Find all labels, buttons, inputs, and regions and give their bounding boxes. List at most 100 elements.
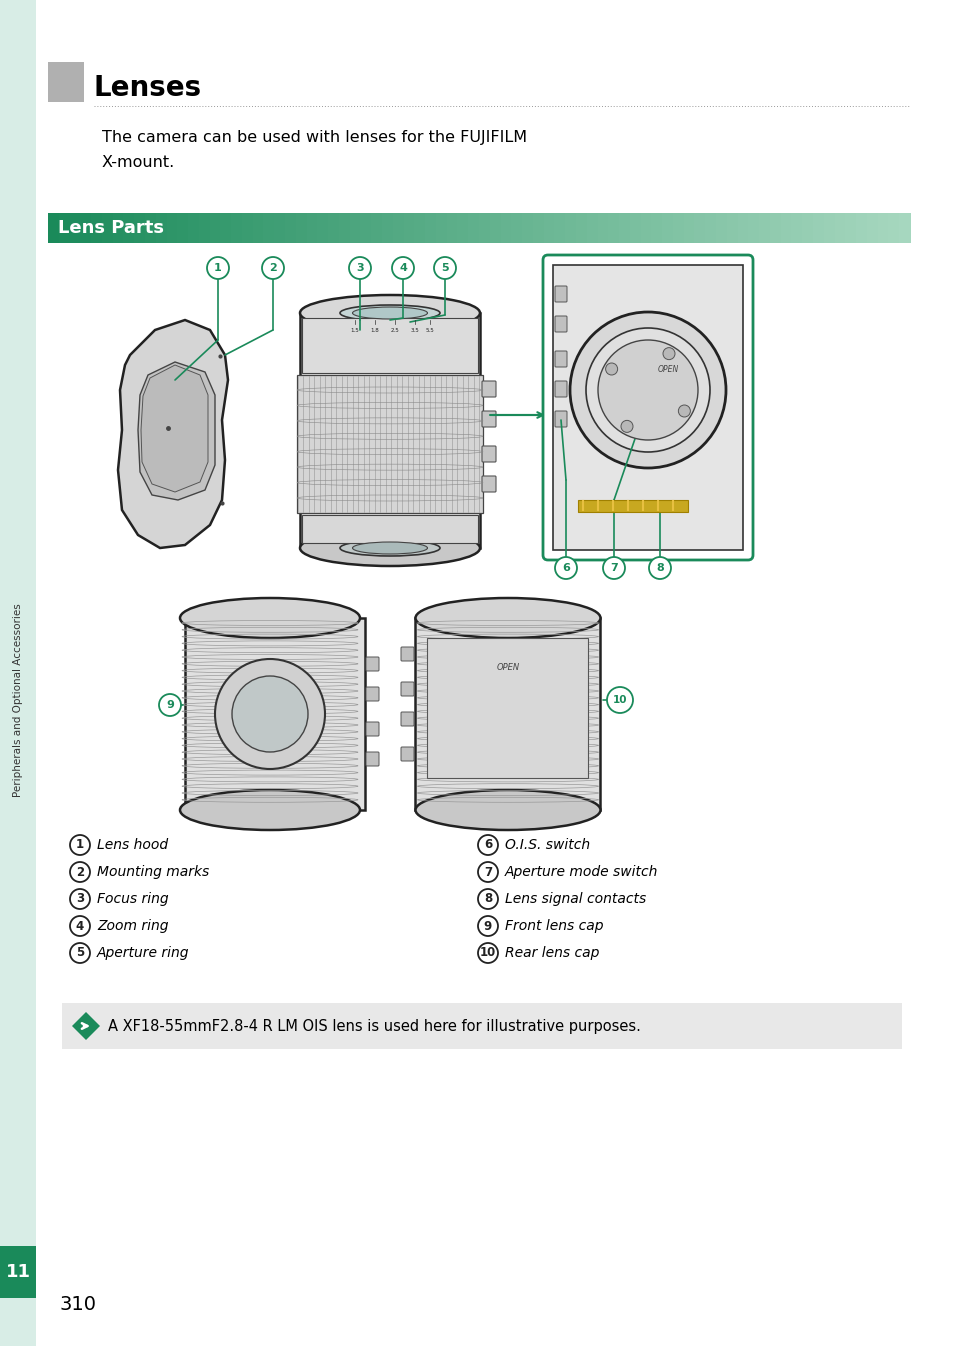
Bar [112,213,124,244]
Text: 2.5: 2.5 [390,327,399,332]
Circle shape [585,328,709,452]
FancyBboxPatch shape [400,712,414,725]
Bar [381,213,394,244]
Bar [306,213,318,244]
Bar [302,516,477,542]
Text: 8: 8 [483,892,492,906]
Bar [877,213,888,244]
Bar [220,213,232,244]
Bar [866,213,878,244]
Text: Aperture mode switch: Aperture mode switch [504,865,658,879]
Circle shape [555,557,577,579]
Text: 5: 5 [76,946,84,960]
Text: OPEN: OPEN [657,366,678,374]
Bar [716,213,727,244]
Bar [155,213,168,244]
Bar [478,213,490,244]
Bar [360,213,372,244]
Bar [80,213,92,244]
Bar [533,213,544,244]
Circle shape [620,420,633,432]
Text: 9: 9 [166,700,173,709]
FancyBboxPatch shape [481,446,496,462]
Circle shape [477,888,497,909]
Text: 4: 4 [76,919,84,933]
Bar [801,213,813,244]
Bar [48,62,84,102]
Bar [415,618,599,810]
Text: 10: 10 [479,946,496,960]
Bar [578,499,687,511]
Text: 7: 7 [483,865,492,879]
Text: Peripherals and Optional Accessories: Peripherals and Optional Accessories [13,603,23,797]
Bar [887,213,900,244]
Circle shape [214,660,325,769]
Bar [62,1003,901,1049]
Bar [769,213,781,244]
Text: 6: 6 [561,563,569,573]
Circle shape [392,257,414,279]
Bar [338,213,351,244]
Bar [134,213,146,244]
Bar [521,213,534,244]
Bar [210,213,221,244]
Text: Aperture ring: Aperture ring [97,946,190,960]
Text: X-mount.: X-mount. [102,155,175,170]
Bar [102,213,113,244]
FancyBboxPatch shape [542,254,752,560]
Text: Mounting marks: Mounting marks [97,865,209,879]
Text: Zoom ring: Zoom ring [97,919,169,933]
Bar [188,213,199,244]
Bar [0,0,36,1346]
Circle shape [70,861,90,882]
Ellipse shape [299,295,479,331]
FancyBboxPatch shape [366,752,378,766]
FancyBboxPatch shape [481,381,496,397]
Bar [263,213,275,244]
Polygon shape [141,365,208,493]
Bar [747,213,760,244]
Bar [489,213,501,244]
Bar [167,213,178,244]
Bar [780,213,792,244]
Polygon shape [71,1012,100,1040]
Ellipse shape [180,598,359,638]
Bar [629,213,641,244]
Circle shape [598,341,698,440]
Bar [564,213,577,244]
Text: 1: 1 [213,262,222,273]
Ellipse shape [299,530,479,567]
Bar [640,213,652,244]
Text: 6: 6 [483,839,492,852]
FancyBboxPatch shape [555,381,566,397]
Bar [618,213,630,244]
FancyBboxPatch shape [366,657,378,672]
Bar [371,213,382,244]
Polygon shape [138,362,214,499]
Bar [683,213,695,244]
Bar [436,213,447,244]
Text: The camera can be used with lenses for the FUJIFILM: The camera can be used with lenses for t… [102,131,527,145]
Bar [823,213,835,244]
Bar [198,213,211,244]
Text: 310: 310 [60,1295,97,1315]
Bar [597,213,609,244]
Ellipse shape [416,790,599,830]
FancyBboxPatch shape [555,285,566,302]
Bar [586,213,598,244]
Text: 3: 3 [76,892,84,906]
Text: Lens Parts: Lens Parts [58,219,164,237]
Bar [834,213,845,244]
Circle shape [602,557,624,579]
Bar [543,213,555,244]
Text: 8: 8 [656,563,663,573]
Bar [317,213,329,244]
Bar [759,213,770,244]
Bar [511,213,522,244]
Bar [242,213,253,244]
Text: 1.5: 1.5 [351,327,359,332]
Text: A XF18-55mmF2.8-4 R LM OIS lens is used here for illustrative purposes.: A XF18-55mmF2.8-4 R LM OIS lens is used … [108,1019,640,1034]
FancyBboxPatch shape [555,316,566,332]
Circle shape [569,312,725,468]
Text: 4: 4 [398,262,407,273]
